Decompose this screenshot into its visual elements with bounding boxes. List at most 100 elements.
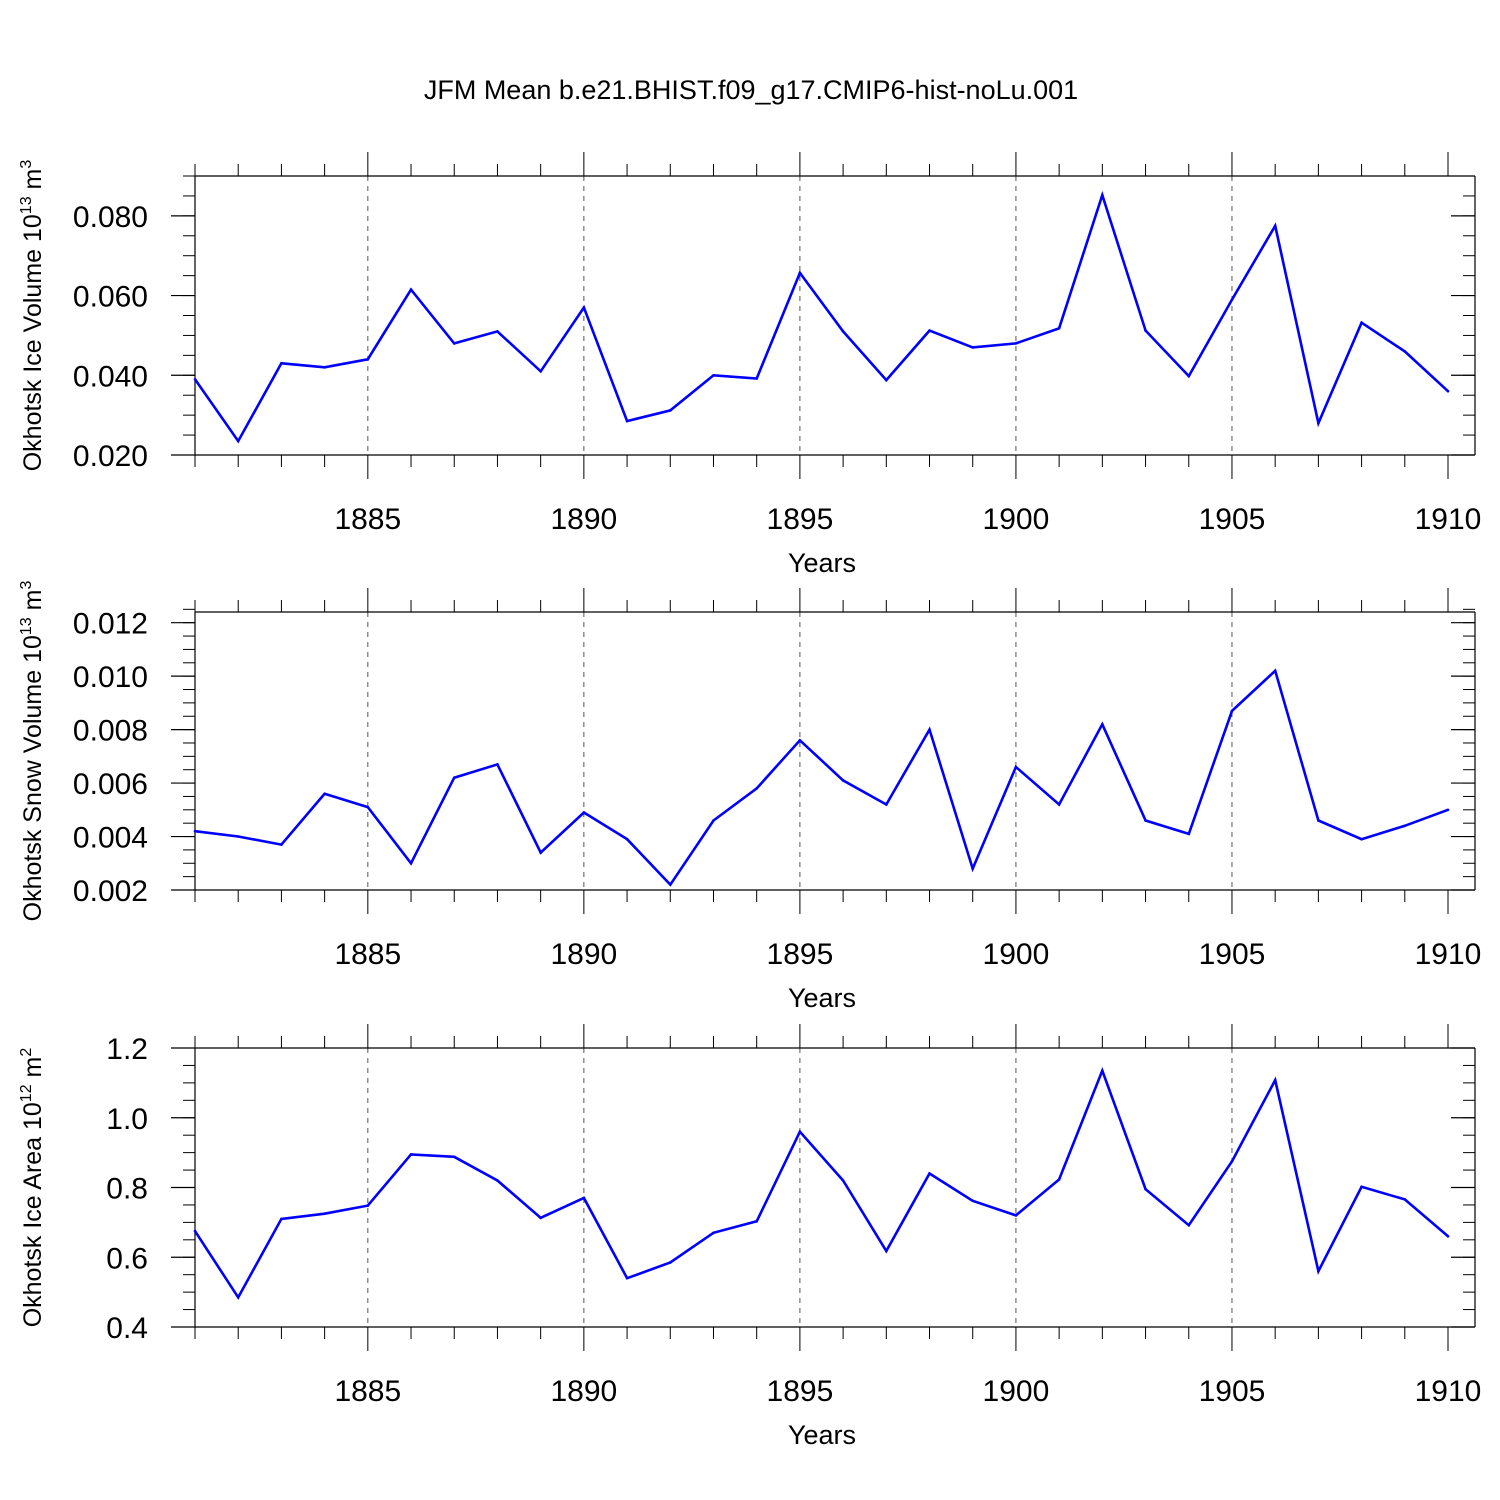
snow-volume-point-1896 xyxy=(841,779,845,782)
ice-area-point-1904 xyxy=(1187,1223,1191,1227)
ice-volume-point-1890 xyxy=(582,306,586,309)
ice-area-point-1885 xyxy=(366,1204,370,1207)
ice-area-ytick-label: 1.2 xyxy=(106,1033,148,1066)
ice-area-point-1905 xyxy=(1230,1160,1234,1163)
snow-volume-point-1887 xyxy=(452,776,456,780)
ice-area-point-1883 xyxy=(280,1217,283,1221)
ice-volume-point-1881 xyxy=(193,377,197,381)
ice-volume-xtick-label: 1900 xyxy=(983,503,1050,536)
snow-volume-ytick-label: 0.008 xyxy=(73,715,148,748)
ice-volume-point-1901 xyxy=(1057,326,1061,330)
ice-area-point-1908 xyxy=(1360,1185,1363,1189)
snow-volume-ylabel-unit: m xyxy=(19,590,47,618)
snow-volume-series-line xyxy=(194,668,1449,887)
ice-volume-ytick-label: 0.060 xyxy=(73,281,148,314)
ice-volume-xtick-label: 1895 xyxy=(767,503,834,536)
ice-volume-point-1888 xyxy=(496,330,499,333)
ice-volume-point-1898 xyxy=(928,329,931,332)
snow-volume-point-1909 xyxy=(1403,824,1407,828)
snow-volume-point-1892 xyxy=(668,883,672,886)
ice-volume-series-line xyxy=(193,190,1449,444)
snow-volume-point-1903 xyxy=(1144,819,1147,822)
snow-volume-ylabel-exp: 13 xyxy=(18,617,35,635)
snow-volume-point-1904 xyxy=(1187,832,1191,836)
ice-volume-point-1909 xyxy=(1403,350,1407,353)
snow-volume-point-1894 xyxy=(755,787,758,790)
snow-volume-xtick-label: 1890 xyxy=(550,938,617,971)
ice-volume-point-1900 xyxy=(1014,342,1018,345)
snow-volume-point-1908 xyxy=(1360,837,1363,841)
ice-volume-point-1886 xyxy=(409,288,413,291)
ice-area-xtick-label: 1885 xyxy=(334,1375,401,1408)
snow-volume-ylabel-unit-exp: 3 xyxy=(18,581,35,590)
ice-area-point-1889 xyxy=(539,1216,542,1220)
ice-area-point-1903 xyxy=(1144,1187,1147,1191)
ice-volume-ytick-label: 0.080 xyxy=(73,201,148,234)
snow-volume-point-1902 xyxy=(1101,722,1104,726)
ice-area-ylabel-exp: 12 xyxy=(18,1084,35,1102)
snow-volume-point-1883 xyxy=(280,843,283,846)
ice-area-xtick-label: 1900 xyxy=(983,1375,1050,1408)
ice-volume-point-1902 xyxy=(1101,193,1104,197)
snow-volume-xlabel: Years xyxy=(788,983,856,1013)
ice-volume-point-1907 xyxy=(1317,421,1320,425)
ice-area-point-1906 xyxy=(1273,1078,1277,1082)
snow-volume-ylabel: Okhotsk Snow Volume 1013 m3 xyxy=(18,581,47,922)
ice-volume-point-1903 xyxy=(1144,329,1147,332)
ice-area-ylabel: Okhotsk Ice Area 1012 m2 xyxy=(18,1048,47,1328)
snow-volume-point-1906 xyxy=(1273,669,1277,673)
snow-volume-point-1907 xyxy=(1317,819,1320,822)
snow-volume-point-1884 xyxy=(323,792,326,796)
snow-volume-xtick-label: 1895 xyxy=(767,938,834,971)
ice-volume-xtick-label: 1905 xyxy=(1199,503,1266,536)
ice-area-xtick-label: 1895 xyxy=(767,1375,834,1408)
ice-volume-ylabel-exp: 13 xyxy=(18,196,35,214)
snow-volume-point-1888 xyxy=(496,763,499,766)
ice-volume-ylabel-text: Okhotsk Ice Volume 10 xyxy=(19,214,47,471)
ice-volume-xlabel: Years xyxy=(788,548,856,578)
ice-area-point-1893 xyxy=(712,1231,715,1235)
ice-volume-point-1899 xyxy=(971,346,975,349)
snow-volume-point-1886 xyxy=(409,861,413,865)
snow-volume-point-1895 xyxy=(798,739,802,742)
ice-volume-point-1891 xyxy=(625,419,629,423)
ice-area-point-1899 xyxy=(971,1199,975,1203)
ice-volume-point-1892 xyxy=(668,409,672,412)
ice-area-point-1909 xyxy=(1403,1198,1407,1201)
ice-area-ytick-label: 1.0 xyxy=(106,1103,148,1136)
ice-volume-point-1908 xyxy=(1360,321,1363,324)
ice-area-ylabel-unit: m xyxy=(19,1057,47,1085)
ice-area-series-line xyxy=(193,1067,1449,1300)
snow-volume-point-1882 xyxy=(236,835,240,838)
ice-area-ytick-label: 0.6 xyxy=(106,1242,148,1275)
snow-volume-point-1881 xyxy=(193,829,197,833)
ice-area-point-1881 xyxy=(193,1229,197,1233)
ice-volume-point-1882 xyxy=(236,439,240,443)
snow-volume-ytick-label: 0.002 xyxy=(73,875,148,908)
ice-volume-point-1885 xyxy=(366,358,370,361)
ice-area-point-1887 xyxy=(452,1155,456,1159)
ice-volume-xtick-label: 1890 xyxy=(550,503,617,536)
ice-volume-ylabel: Okhotsk Ice Volume 1013 m3 xyxy=(18,160,47,472)
chart-title: JFM Mean b.e21.BHIST.f09_g17.CMIP6-hist-… xyxy=(424,75,1078,105)
ice-volume-panel: 0.020 0.040 0.060 0.080 1885 1890 1895 1900 1905… xyxy=(18,152,1481,578)
ice-volume-point-1904 xyxy=(1187,374,1191,378)
snow-volume-point-1910 xyxy=(1446,808,1450,812)
ice-volume-point-1893 xyxy=(712,373,715,377)
ice-volume-point-1895 xyxy=(798,271,802,275)
snow-volume-panel: 0.002 0.004 0.006 0.008 0.010 0.012 1885 1890 18… xyxy=(18,581,1481,1013)
ice-area-point-1890 xyxy=(582,1196,586,1200)
ice-volume-point-1906 xyxy=(1273,224,1277,228)
ice-volume-ylabel-unit: m xyxy=(19,169,47,197)
ice-volume-point-1883 xyxy=(280,362,283,365)
ice-area-point-1907 xyxy=(1317,1269,1320,1273)
snow-volume-ytick-label: 0.012 xyxy=(73,608,148,641)
ice-volume-ytick-label: 0.020 xyxy=(73,440,148,473)
ice-volume-point-1897 xyxy=(885,378,888,382)
ice-volume-point-1910 xyxy=(1446,389,1450,393)
ice-area-point-1894 xyxy=(755,1220,758,1223)
ice-area-xtick-label: 1905 xyxy=(1199,1375,1266,1408)
snow-volume-ytick-label: 0.006 xyxy=(73,768,148,801)
ice-volume-point-1889 xyxy=(539,370,542,373)
ice-area-point-1888 xyxy=(496,1179,499,1182)
